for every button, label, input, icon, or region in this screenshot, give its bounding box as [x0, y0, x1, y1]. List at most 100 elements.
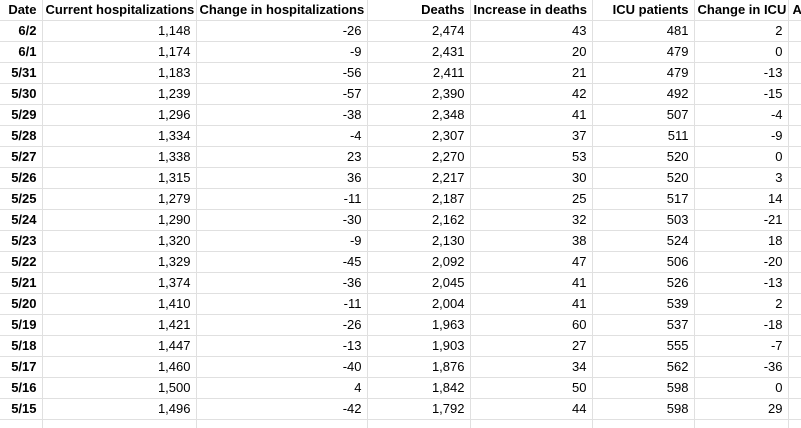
cell-change-in-hospitalizations[interactable]: -4 [196, 125, 368, 147]
cell-increase-in-deaths[interactable]: 44 [470, 398, 593, 420]
cell-change-in-hospitalizations[interactable]: -38 [196, 104, 368, 126]
cell-deaths[interactable]: 2,004 [367, 293, 471, 315]
cell-icu-patients[interactable]: 479 [592, 62, 695, 84]
cell-empty[interactable] [470, 419, 593, 428]
cell-deaths[interactable]: 2,474 [367, 20, 471, 42]
cell-increase-in-deaths[interactable]: 37 [470, 125, 593, 147]
cell-change-in-hospitalizations[interactable]: -26 [196, 20, 368, 42]
cell-deaths[interactable]: 2,348 [367, 104, 471, 126]
cell-date[interactable]: 5/27 [0, 146, 43, 168]
cell-current-hospitalizations[interactable]: 1,421 [42, 314, 197, 336]
cell-increase-in-deaths[interactable]: 41 [470, 293, 593, 315]
cell-deaths[interactable]: 2,390 [367, 83, 471, 105]
cell-change-in-hospitalizations[interactable]: -56 [196, 62, 368, 84]
cell-date[interactable]: 5/26 [0, 167, 43, 189]
cell-change-in-icu[interactable]: -4 [694, 104, 789, 126]
cell-date[interactable]: 5/22 [0, 251, 43, 273]
cell-deaths[interactable]: 2,130 [367, 230, 471, 252]
cell-change-in-hospitalizations[interactable]: -36 [196, 272, 368, 294]
cell-icu-patients[interactable]: 598 [592, 377, 695, 399]
cell-change-in-hospitalizations[interactable]: -30 [196, 209, 368, 231]
cell-truncated-next-column[interactable] [788, 230, 801, 252]
cell-current-hospitalizations[interactable]: 1,290 [42, 209, 197, 231]
cell-truncated-next-column[interactable] [788, 62, 801, 84]
cell-truncated-next-column[interactable] [788, 167, 801, 189]
cell-change-in-icu[interactable]: -20 [694, 251, 789, 273]
cell-deaths[interactable]: 1,963 [367, 314, 471, 336]
cell-increase-in-deaths[interactable]: 27 [470, 335, 593, 357]
cell-truncated-next-column[interactable] [788, 398, 801, 420]
cell-change-in-icu[interactable]: -7 [694, 335, 789, 357]
cell-date[interactable]: 5/15 [0, 398, 43, 420]
cell-change-in-hospitalizations[interactable]: -57 [196, 83, 368, 105]
cell-change-in-hospitalizations[interactable]: -11 [196, 188, 368, 210]
cell-empty[interactable] [592, 419, 695, 428]
column-header-increase-in-deaths[interactable]: Increase in deaths [470, 0, 593, 21]
cell-increase-in-deaths[interactable]: 32 [470, 209, 593, 231]
cell-truncated-next-column[interactable] [788, 356, 801, 378]
cell-date[interactable]: 5/17 [0, 356, 43, 378]
cell-current-hospitalizations[interactable]: 1,500 [42, 377, 197, 399]
cell-deaths[interactable]: 1,842 [367, 377, 471, 399]
cell-date[interactable]: 6/1 [0, 41, 43, 63]
cell-date[interactable]: 5/24 [0, 209, 43, 231]
cell-truncated-next-column[interactable] [788, 209, 801, 231]
cell-date[interactable]: 5/25 [0, 188, 43, 210]
cell-deaths[interactable]: 2,187 [367, 188, 471, 210]
cell-increase-in-deaths[interactable]: 25 [470, 188, 593, 210]
cell-deaths[interactable]: 2,092 [367, 251, 471, 273]
cell-current-hospitalizations[interactable]: 1,279 [42, 188, 197, 210]
cell-increase-in-deaths[interactable]: 43 [470, 20, 593, 42]
cell-icu-patients[interactable]: 555 [592, 335, 695, 357]
cell-current-hospitalizations[interactable]: 1,447 [42, 335, 197, 357]
cell-change-in-icu[interactable]: -9 [694, 125, 789, 147]
cell-change-in-icu[interactable]: 14 [694, 188, 789, 210]
cell-change-in-hospitalizations[interactable]: -9 [196, 41, 368, 63]
cell-date[interactable]: 6/2 [0, 20, 43, 42]
cell-change-in-icu[interactable]: 2 [694, 293, 789, 315]
cell-icu-patients[interactable]: 526 [592, 272, 695, 294]
cell-increase-in-deaths[interactable]: 34 [470, 356, 593, 378]
cell-deaths[interactable]: 1,792 [367, 398, 471, 420]
cell-date[interactable]: 5/29 [0, 104, 43, 126]
cell-increase-in-deaths[interactable]: 60 [470, 314, 593, 336]
cell-truncated-next-column[interactable] [788, 314, 801, 336]
cell-increase-in-deaths[interactable]: 38 [470, 230, 593, 252]
column-header-date[interactable]: Date [0, 0, 43, 21]
cell-increase-in-deaths[interactable]: 41 [470, 104, 593, 126]
cell-change-in-hospitalizations[interactable]: -26 [196, 314, 368, 336]
cell-date[interactable]: 5/16 [0, 377, 43, 399]
cell-empty[interactable] [0, 419, 43, 428]
cell-truncated-next-column[interactable] [788, 146, 801, 168]
cell-change-in-icu[interactable]: -21 [694, 209, 789, 231]
cell-increase-in-deaths[interactable]: 41 [470, 272, 593, 294]
cell-deaths[interactable]: 2,431 [367, 41, 471, 63]
cell-truncated-next-column[interactable] [788, 41, 801, 63]
cell-change-in-hospitalizations[interactable]: -9 [196, 230, 368, 252]
cell-deaths[interactable]: 1,876 [367, 356, 471, 378]
cell-icu-patients[interactable]: 506 [592, 251, 695, 273]
cell-change-in-hospitalizations[interactable]: -13 [196, 335, 368, 357]
cell-current-hospitalizations[interactable]: 1,148 [42, 20, 197, 42]
cell-change-in-hospitalizations[interactable]: 36 [196, 167, 368, 189]
cell-icu-patients[interactable]: 507 [592, 104, 695, 126]
cell-change-in-hospitalizations[interactable]: -40 [196, 356, 368, 378]
cell-current-hospitalizations[interactable]: 1,239 [42, 83, 197, 105]
cell-current-hospitalizations[interactable]: 1,174 [42, 41, 197, 63]
cell-icu-patients[interactable]: 479 [592, 41, 695, 63]
cell-empty[interactable] [694, 419, 789, 428]
cell-change-in-icu[interactable]: 18 [694, 230, 789, 252]
cell-truncated-next-column[interactable] [788, 377, 801, 399]
cell-icu-patients[interactable]: 511 [592, 125, 695, 147]
cell-deaths[interactable]: 2,307 [367, 125, 471, 147]
cell-icu-patients[interactable]: 537 [592, 314, 695, 336]
cell-icu-patients[interactable]: 539 [592, 293, 695, 315]
cell-current-hospitalizations[interactable]: 1,410 [42, 293, 197, 315]
cell-increase-in-deaths[interactable]: 21 [470, 62, 593, 84]
cell-current-hospitalizations[interactable]: 1,183 [42, 62, 197, 84]
cell-date[interactable]: 5/30 [0, 83, 43, 105]
cell-date[interactable]: 5/19 [0, 314, 43, 336]
cell-icu-patients[interactable]: 492 [592, 83, 695, 105]
cell-deaths[interactable]: 1,903 [367, 335, 471, 357]
cell-icu-patients[interactable]: 481 [592, 20, 695, 42]
